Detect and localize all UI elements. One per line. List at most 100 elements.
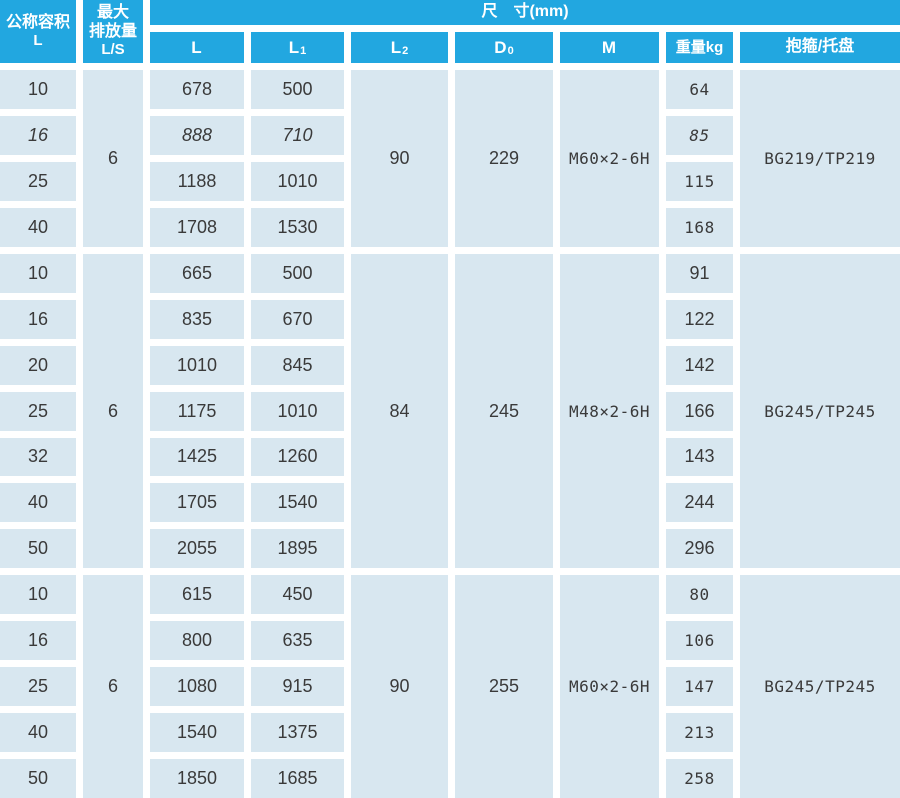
cell-weight: 296: [666, 529, 733, 569]
cell-clamp-tray: BG219/TP219: [740, 70, 900, 247]
header-col-weight: 重量kg: [666, 32, 733, 63]
cell-dim-L1: 1375: [251, 713, 344, 753]
cell-dim-D0: 245: [455, 253, 553, 569]
cell-dim-L1: 1540: [251, 483, 344, 523]
cell-dim-L: 1540: [150, 713, 244, 753]
header-col-D0-sub: 0: [507, 45, 514, 58]
header-col-D0-main: D: [494, 37, 507, 57]
cell-volume: 50: [0, 529, 76, 569]
cell-dim-L: 1175: [150, 391, 244, 431]
cell-weight: 122: [666, 299, 733, 339]
cell-dim-L1: 1010: [251, 161, 344, 201]
cell-dim-L2: 90: [351, 575, 448, 798]
cell-dim-L1: 845: [251, 345, 344, 385]
cell-clamp-tray: BG245/TP245: [740, 253, 900, 569]
cell-volume: 10: [0, 575, 76, 615]
cell-dim-L2: 90: [351, 70, 448, 247]
cell-volume: 16: [0, 621, 76, 661]
cell-volume: 10: [0, 253, 76, 293]
cell-weight: 106: [666, 621, 733, 661]
cell-volume: 40: [0, 483, 76, 523]
cell-dim-L1: 1010: [251, 391, 344, 431]
header-nominal-volume-unit: L: [33, 32, 43, 50]
header-col-L2-main: L: [390, 37, 402, 57]
cell-dim-L: 1850: [150, 759, 244, 798]
cell-dim-L: 800: [150, 621, 244, 661]
cell-dim-L1: 915: [251, 667, 344, 707]
cell-dim-L: 2055: [150, 529, 244, 569]
cell-dim-L: 665: [150, 253, 244, 293]
cell-weight: 142: [666, 345, 733, 385]
cell-dim-L1: 450: [251, 575, 344, 615]
cell-weight: 115: [666, 161, 733, 201]
cell-dim-L: 1080: [150, 667, 244, 707]
cell-discharge: 6: [83, 253, 143, 569]
header-nominal-volume-line1: 公称容积: [5, 13, 70, 31]
cell-weight: 80: [666, 575, 733, 615]
cell-weight: 166: [666, 391, 733, 431]
header-nominal-volume: 公称容积 L: [0, 0, 76, 63]
cell-dim-L: 835: [150, 299, 244, 339]
cell-dim-L: 1425: [150, 437, 244, 477]
cell-weight: 213: [666, 713, 733, 753]
cell-volume: 20: [0, 345, 76, 385]
cell-dim-L1: 500: [251, 70, 344, 109]
header-max-discharge-line1: 最大: [96, 4, 129, 22]
header-max-discharge-line2: 排放量: [88, 22, 137, 40]
cell-weight: 168: [666, 207, 733, 247]
cell-dim-L: 1708: [150, 207, 244, 247]
cell-weight: 244: [666, 483, 733, 523]
cell-weight: 143: [666, 437, 733, 477]
cell-dim-L: 1010: [150, 345, 244, 385]
header-dimensions-title: 尺 寸(mm): [150, 0, 900, 25]
header-max-discharge-unit: L/S: [101, 41, 125, 59]
cell-dim-D0: 229: [455, 70, 553, 247]
cell-discharge: 6: [83, 70, 143, 247]
cell-dim-L2: 84: [351, 253, 448, 569]
cell-weight: 147: [666, 667, 733, 707]
cell-weight: 85: [666, 115, 733, 155]
cell-discharge: 6: [83, 575, 143, 798]
header-col-L-main: L: [191, 37, 202, 57]
header-col-L: L: [150, 32, 244, 63]
header-col-M-main: M: [601, 37, 617, 57]
cell-dim-L1: 1895: [251, 529, 344, 569]
cell-volume: 16: [0, 115, 76, 155]
header-max-discharge: 最大 排放量 L/S: [83, 0, 143, 63]
cell-dim-L: 615: [150, 575, 244, 615]
cell-volume: 32: [0, 437, 76, 477]
cell-volume: 25: [0, 667, 76, 707]
cell-dim-L1: 1530: [251, 207, 344, 247]
cell-dim-D0: 255: [455, 575, 553, 798]
cell-dim-L1: 500: [251, 253, 344, 293]
cell-volume: 16: [0, 299, 76, 339]
cell-dim-L: 1705: [150, 483, 244, 523]
cell-dim-L1: 1260: [251, 437, 344, 477]
cell-dim-L1: 710: [251, 115, 344, 155]
cell-dim-L1: 635: [251, 621, 344, 661]
cell-volume: 40: [0, 207, 76, 247]
cell-dim-L: 1188: [150, 161, 244, 201]
cell-weight: 64: [666, 70, 733, 109]
cell-volume: 40: [0, 713, 76, 753]
cell-thread-M: M60×2-6H: [560, 70, 659, 247]
header-col-L1-sub: 1: [300, 45, 307, 58]
cell-volume: 25: [0, 161, 76, 201]
cell-dim-L: 888: [150, 115, 244, 155]
header-col-L1-main: L: [288, 37, 300, 57]
cell-weight: 91: [666, 253, 733, 293]
cell-dim-L: 678: [150, 70, 244, 109]
header-col-M: M: [560, 32, 659, 63]
header-col-clamp: 抱箍/托盘: [740, 32, 900, 63]
cell-clamp-tray: BG245/TP245: [740, 575, 900, 798]
cell-volume: 25: [0, 391, 76, 431]
header-col-L2-sub: 2: [402, 45, 409, 58]
cell-volume: 50: [0, 759, 76, 798]
cell-weight: 258: [666, 759, 733, 798]
cell-thread-M: M48×2-6H: [560, 253, 659, 569]
